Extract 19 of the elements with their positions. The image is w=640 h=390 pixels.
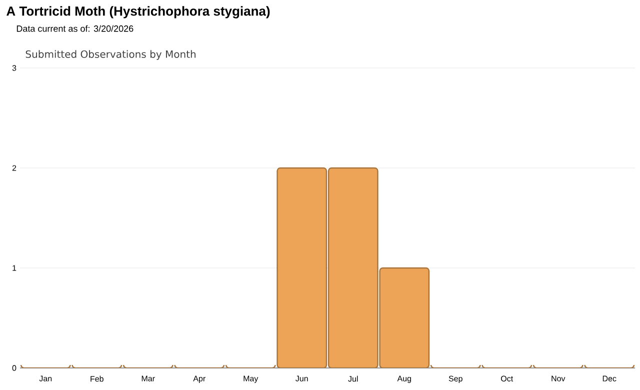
- x-tick-label: May: [244, 376, 258, 383]
- x-tick-label: Dec: [602, 376, 616, 382]
- x-tick-label: Oct: [501, 376, 514, 382]
- x-tick-label: Nov: [552, 376, 566, 382]
- x-tick-label: Feb: [90, 376, 104, 382]
- y-tick-label: 0: [12, 365, 16, 371]
- x-tick-label: Apr: [193, 376, 206, 383]
- chart-subtitle: Data current as of: 3/20/2026: [16, 25, 134, 32]
- x-tick-label: Mar: [142, 376, 155, 382]
- chart-title: A Tortricid Moth (Hystrichophora stygiana): [6, 6, 270, 18]
- x-tick-label: Sep: [448, 376, 462, 384]
- text: Submitted Observations by Month: [26, 50, 196, 60]
- x-tick-label: Jun: [296, 376, 308, 382]
- x-tick-label: Aug: [397, 376, 411, 383]
- x-tick-label: Jul: [348, 376, 358, 382]
- x-tick-label: Jan: [39, 376, 52, 382]
- y-tick-label: 1: [12, 265, 16, 271]
- y-tick-label: 3: [12, 65, 16, 71]
- y-tick-label: 2: [12, 165, 16, 171]
